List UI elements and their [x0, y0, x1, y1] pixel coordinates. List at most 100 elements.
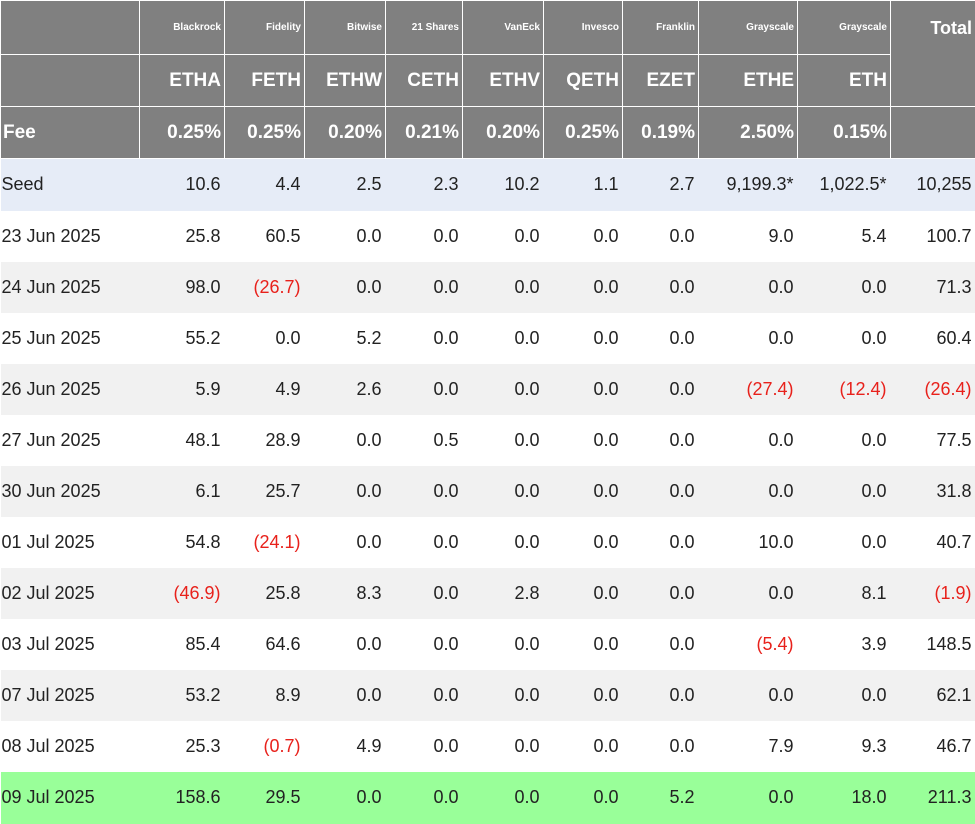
flow-cell: 25.7 — [225, 466, 305, 517]
flow-cell: 7.9 — [699, 721, 798, 772]
flow-cell: 0.0 — [544, 568, 623, 619]
flow-cell: 0.0 — [544, 364, 623, 415]
flow-cell: 0.0 — [798, 415, 891, 466]
fee-value: 0.25% — [140, 107, 225, 159]
flow-cell: 53.2 — [140, 670, 225, 721]
flow-cell: 28.9 — [225, 415, 305, 466]
flow-cell: 0.0 — [463, 466, 544, 517]
flow-cell: 0.0 — [386, 670, 463, 721]
row-label: 24 Jun 2025 — [1, 262, 140, 313]
flow-cell: 0.0 — [305, 670, 386, 721]
flow-cell: 0.0 — [463, 313, 544, 364]
flow-cell: 0.0 — [305, 772, 386, 824]
flow-cell: 0.0 — [463, 211, 544, 262]
flow-cell: 2.5 — [305, 159, 386, 211]
flow-cell: 0.0 — [386, 211, 463, 262]
flow-cell: 0.0 — [623, 313, 699, 364]
total-cell: 10,255 — [891, 159, 975, 211]
flow-cell: (24.1) — [225, 517, 305, 568]
ticker-header: ETHW — [305, 55, 386, 107]
flow-cell: 158.6 — [140, 772, 225, 824]
flow-cell: 0.0 — [305, 262, 386, 313]
flow-cell: 0.0 — [623, 364, 699, 415]
flow-cell: 9,199.3* — [699, 159, 798, 211]
flow-cell: 0.0 — [463, 619, 544, 670]
row-label: 27 Jun 2025 — [1, 415, 140, 466]
issuer-header: VanEck — [463, 1, 544, 55]
row-label: 02 Jul 2025 — [1, 568, 140, 619]
ticker-header: ETH — [798, 55, 891, 107]
flow-cell: (46.9) — [140, 568, 225, 619]
row-label: 30 Jun 2025 — [1, 466, 140, 517]
row-label: 08 Jul 2025 — [1, 721, 140, 772]
flow-cell: 4.9 — [305, 721, 386, 772]
flow-cell: 8.3 — [305, 568, 386, 619]
issuer-header: Fidelity — [225, 1, 305, 55]
flow-cell: 0.0 — [798, 670, 891, 721]
flow-cell: 0.0 — [699, 415, 798, 466]
flow-cell: 5.9 — [140, 364, 225, 415]
flow-cell: 0.0 — [699, 772, 798, 824]
row-label: 26 Jun 2025 — [1, 364, 140, 415]
total-cell: 46.7 — [891, 721, 975, 772]
flow-cell: 0.0 — [699, 262, 798, 313]
ticker-header: QETH — [544, 55, 623, 107]
flow-cell: 8.1 — [798, 568, 891, 619]
flow-cell: 10.0 — [699, 517, 798, 568]
flow-cell: 0.0 — [623, 211, 699, 262]
flow-cell: 0.0 — [798, 466, 891, 517]
flow-cell: 0.0 — [386, 772, 463, 824]
flow-cell: 0.0 — [386, 517, 463, 568]
issuer-header: Grayscale — [798, 1, 891, 55]
flow-cell: 48.1 — [140, 415, 225, 466]
total-header: Total — [891, 1, 975, 107]
total-cell: 60.4 — [891, 313, 975, 364]
flow-cell: (0.7) — [225, 721, 305, 772]
total-fee-cell — [891, 107, 975, 159]
flow-cell: 0.0 — [386, 466, 463, 517]
flow-cell: 0.0 — [463, 670, 544, 721]
corner-cell — [1, 1, 140, 55]
flow-cell: 0.0 — [544, 415, 623, 466]
fee-value: 0.19% — [623, 107, 699, 159]
flow-cell: 0.0 — [544, 211, 623, 262]
flow-cell: 0.0 — [463, 364, 544, 415]
flow-cell: 60.5 — [225, 211, 305, 262]
flow-cell: 0.0 — [623, 619, 699, 670]
fee-value: 0.15% — [798, 107, 891, 159]
flow-cell: 0.0 — [544, 619, 623, 670]
flow-cell: 0.0 — [386, 619, 463, 670]
total-cell: 71.3 — [891, 262, 975, 313]
flow-cell: 0.0 — [463, 772, 544, 824]
flow-cell: 1.1 — [544, 159, 623, 211]
ticker-header: FETH — [225, 55, 305, 107]
flow-cell: 18.0 — [798, 772, 891, 824]
flow-cell: (27.4) — [699, 364, 798, 415]
flow-cell: (12.4) — [798, 364, 891, 415]
row-label: 01 Jul 2025 — [1, 517, 140, 568]
flow-cell: 2.8 — [463, 568, 544, 619]
flow-cell: 5.2 — [623, 772, 699, 824]
issuer-header: Bitwise — [305, 1, 386, 55]
issuer-header: Invesco — [544, 1, 623, 55]
flow-cell: 6.1 — [140, 466, 225, 517]
fee-label: Fee — [1, 107, 140, 159]
ticker-header: ETHE — [699, 55, 798, 107]
flow-cell: 0.0 — [305, 517, 386, 568]
flow-cell: 10.2 — [463, 159, 544, 211]
fee-value: 2.50% — [699, 107, 798, 159]
flow-cell: 0.0 — [623, 568, 699, 619]
flow-cell: 2.3 — [386, 159, 463, 211]
ticker-header: ETHA — [140, 55, 225, 107]
row-label: 23 Jun 2025 — [1, 211, 140, 262]
